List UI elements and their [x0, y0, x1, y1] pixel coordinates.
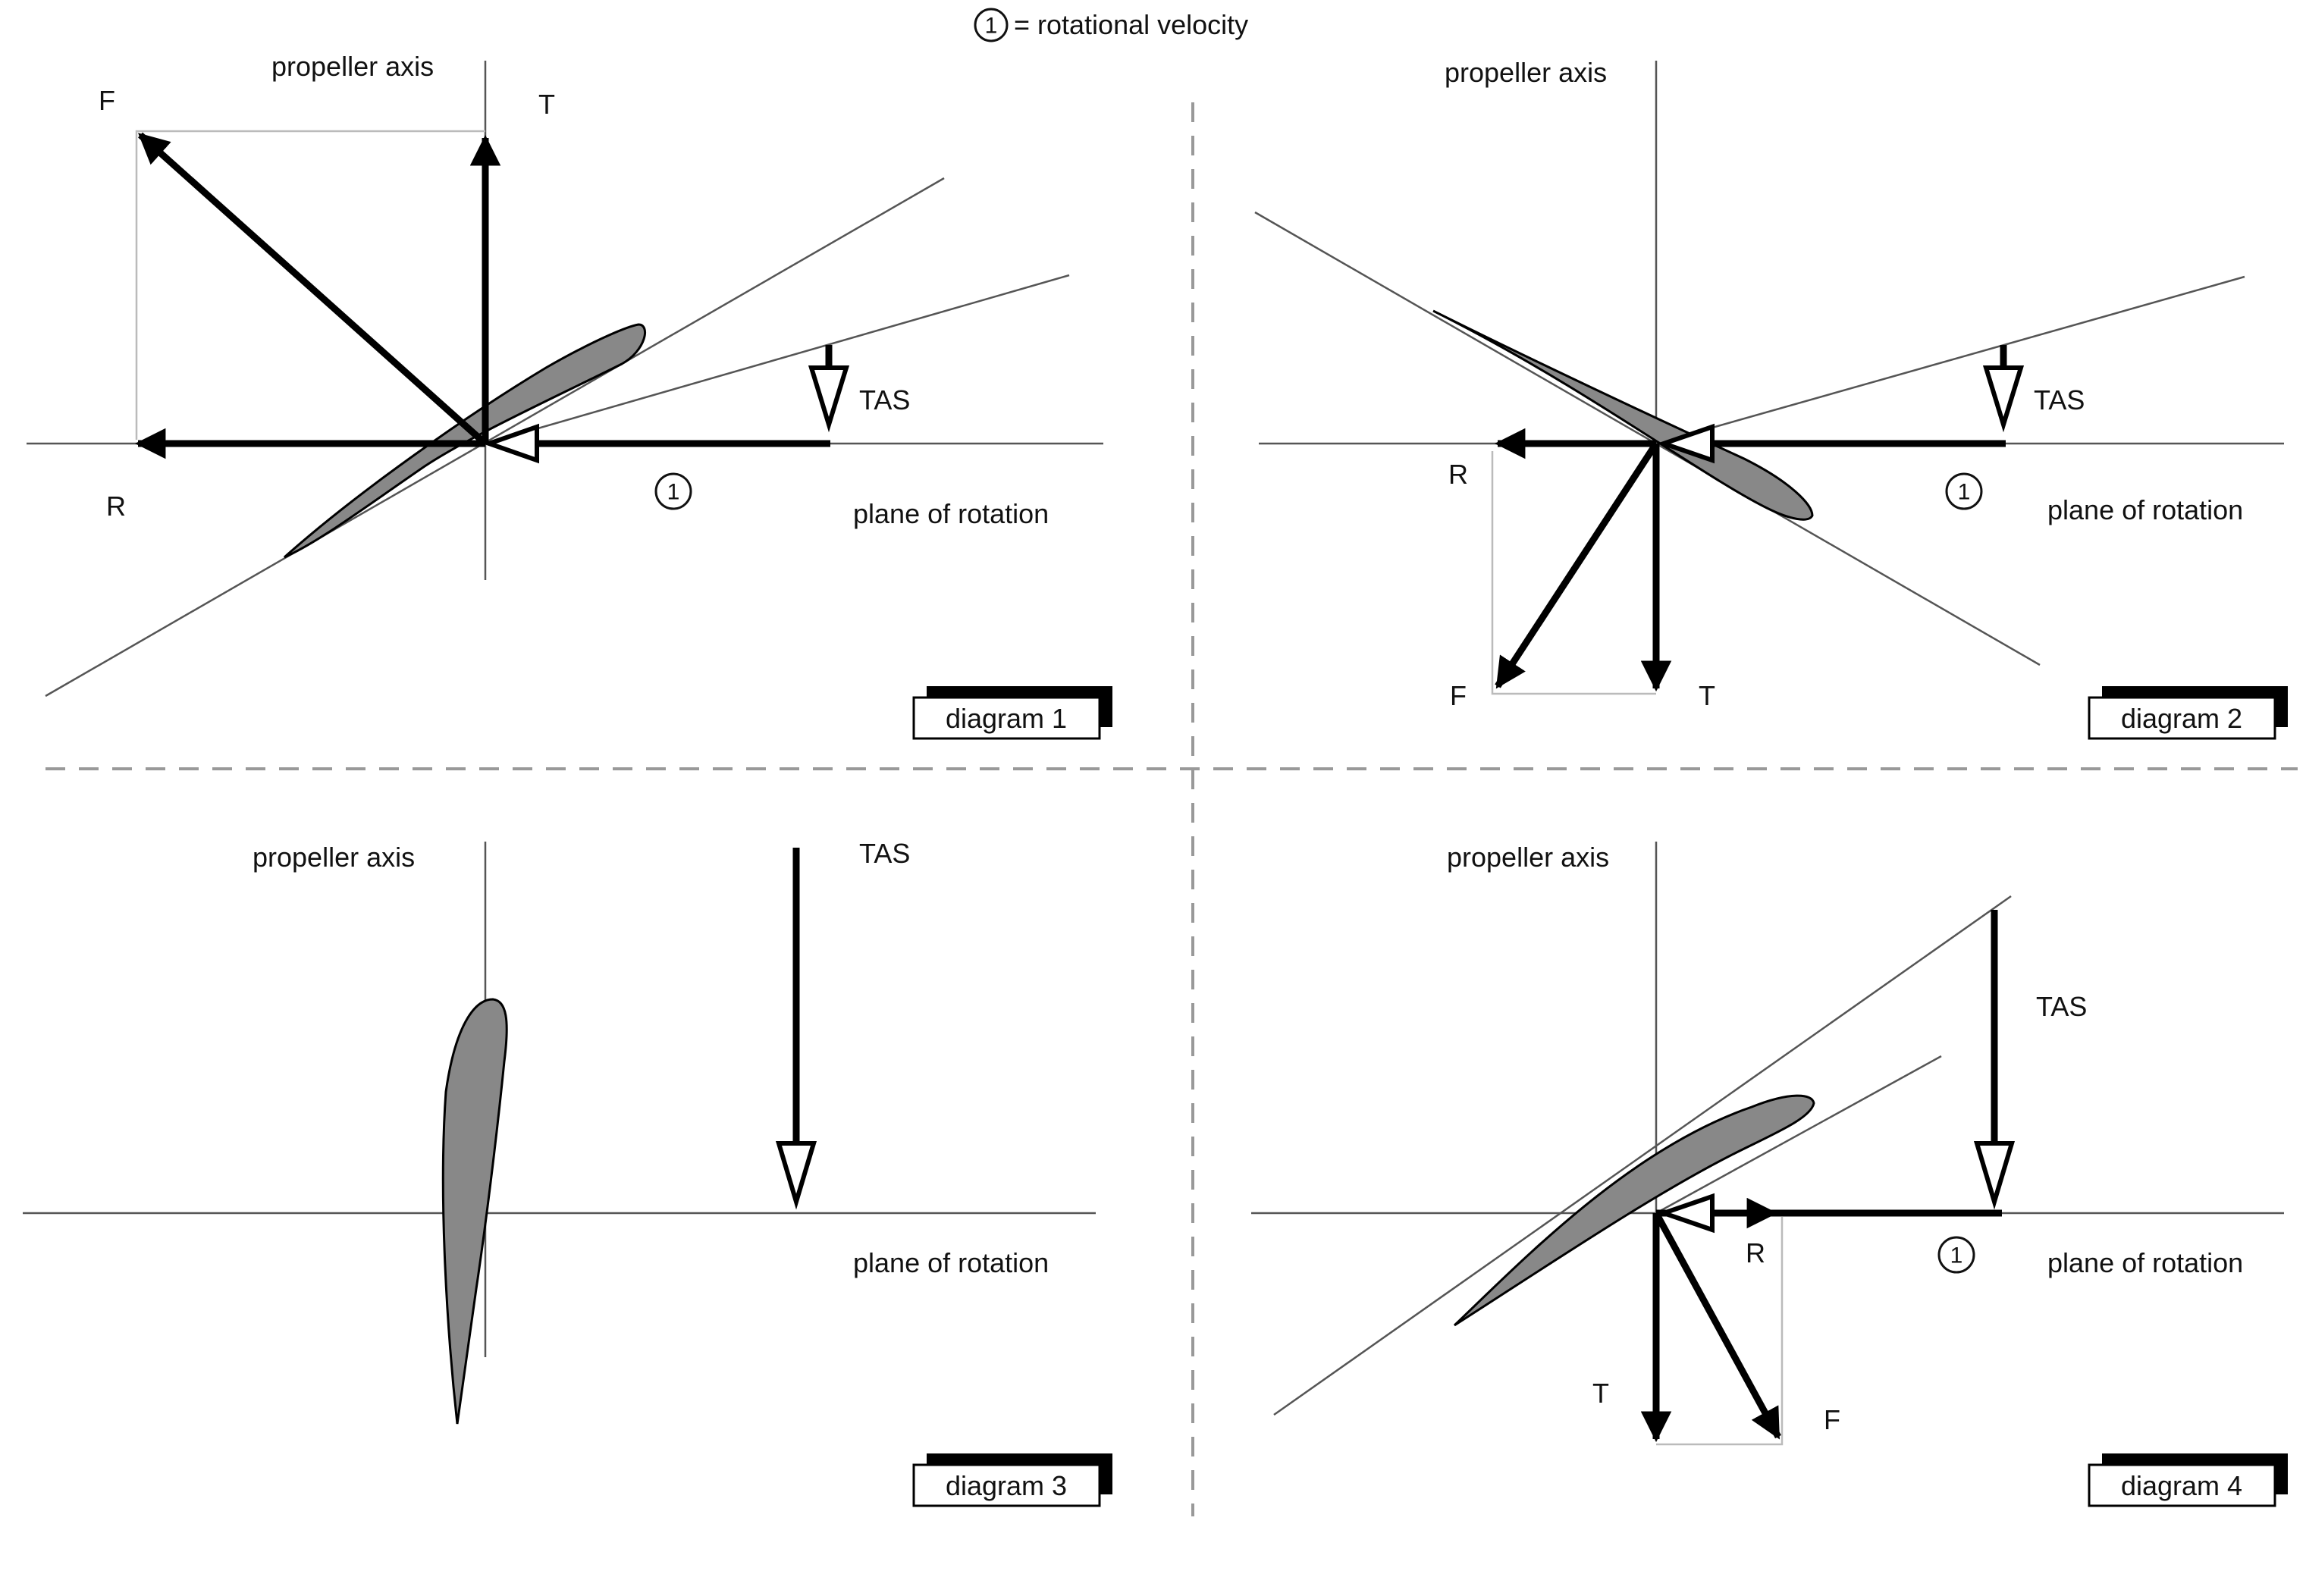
force-label: F	[1824, 1404, 1840, 1435]
rotational-velocity-symbol	[974, 8, 1009, 42]
diagram-2: propeller axis plane of rotation R F T T…	[1254, 57, 2288, 740]
tas-arrow-head	[775, 1141, 817, 1210]
blade-profile	[441, 998, 508, 1425]
rotational-velocity-head	[482, 423, 539, 464]
thrust-label: T	[1592, 1378, 1609, 1409]
rotational-velocity-number: 1	[667, 480, 680, 505]
tas-arrow-head	[808, 365, 850, 433]
rotational-velocity-symbol	[1945, 472, 1983, 510]
diagram-1: propeller axis plane of rotation F T R T…	[27, 51, 1112, 740]
helper-lines	[1491, 451, 1656, 695]
legend: 1 = rotational velocity	[974, 8, 1248, 42]
relative-airflow-line	[1655, 275, 2245, 445]
total-force-arrow	[1653, 1211, 1781, 1440]
diagram-tag-label: diagram 1	[946, 703, 1067, 734]
diagram-tag: diagram 3	[912, 1453, 1112, 1507]
blade-profile	[1453, 1094, 1815, 1327]
rotational-velocity-number: 1	[1958, 480, 1971, 505]
total-force-arrow	[1495, 441, 1659, 689]
diagram-tag: diagram 2	[2088, 686, 2288, 740]
force-label: F	[1450, 680, 1467, 711]
force-label: F	[99, 85, 115, 116]
thrust-label: T	[1699, 680, 1715, 711]
diagram-tag-label: diagram 2	[2121, 703, 2242, 734]
plane-of-rotation-label: plane of rotation	[2047, 494, 2243, 525]
propeller-axis-label: propeller axis	[253, 842, 415, 873]
plane-of-rotation-label: plane of rotation	[2047, 1247, 2243, 1278]
relative-airflow-line	[485, 274, 1070, 445]
rotational-velocity-symbol	[654, 472, 692, 510]
legend-symbol: 1	[985, 14, 998, 39]
torque-label: R	[1746, 1237, 1765, 1268]
diagram-tag: diagram 1	[912, 686, 1112, 740]
total-force-arrow	[137, 132, 488, 447]
chord-line	[1254, 211, 2041, 666]
plane-of-rotation-label: plane of rotation	[853, 498, 1049, 529]
tas-arrow-head	[1982, 365, 2025, 433]
tas-label: TAS	[859, 384, 910, 415]
rotational-velocity-head	[1656, 423, 1715, 464]
rotational-velocity-symbol	[1937, 1236, 1975, 1274]
propeller-axis-label: propeller axis	[271, 51, 434, 82]
diagram-3: propeller axis plane of rotation TAS dia…	[23, 838, 1112, 1507]
propeller-axis-label: propeller axis	[1445, 57, 1607, 88]
thrust-label: T	[538, 89, 555, 120]
diagram-4: propeller axis plane of rotation R T F T…	[1251, 842, 2288, 1507]
helper-lines	[135, 130, 485, 440]
diagram-tag-label: diagram 3	[946, 1470, 1067, 1501]
diagram-tag: diagram 4	[2088, 1453, 2288, 1507]
rotational-velocity-number: 1	[1950, 1243, 1963, 1268]
legend-text: = rotational velocity	[1014, 9, 1248, 40]
chord-line	[45, 177, 945, 698]
tas-label: TAS	[2034, 384, 2085, 415]
plane-of-rotation-label: plane of rotation	[853, 1247, 1049, 1278]
torque-label: R	[1448, 459, 1468, 490]
relative-airflow-line	[1655, 1055, 1942, 1215]
rotational-velocity-head	[1656, 1193, 1715, 1234]
propeller-axis-label: propeller axis	[1447, 842, 1609, 873]
tas-label: TAS	[2036, 991, 2087, 1022]
tas-arrow-head	[1973, 1141, 2016, 1210]
tas-label: TAS	[859, 838, 910, 869]
diagram-tag-label: diagram 4	[2121, 1470, 2242, 1501]
helper-lines	[1656, 1217, 1784, 1446]
torque-label: R	[106, 491, 126, 522]
blade-profile	[1432, 309, 1814, 521]
chord-line	[1273, 895, 2012, 1416]
